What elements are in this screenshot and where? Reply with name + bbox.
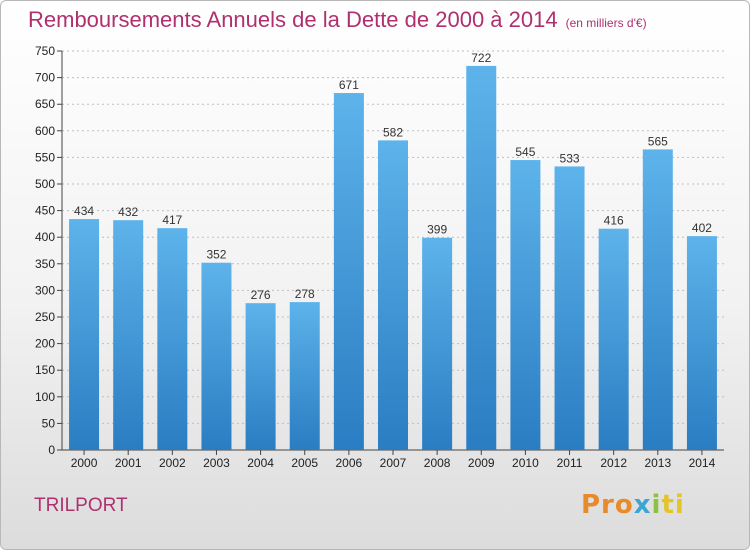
- y-tick-label: 150: [35, 363, 55, 377]
- x-tick-label-2014: 2014: [689, 456, 716, 470]
- bar-2002: [157, 228, 188, 450]
- x-tick-label-2013: 2013: [644, 456, 671, 470]
- chart-title-text: Remboursements Annuels de la Dette de 20…: [28, 7, 558, 32]
- x-tick-labels: 2000 2001 2002 2003 2004 2005 2006 2007 2008 2009…: [71, 456, 716, 470]
- y-tick-label: 750: [35, 44, 55, 58]
- y-tick-label: 50: [42, 416, 56, 430]
- data-labels: 434 432 417 352 276 278 671 582 399 722 545 533 416 5…: [74, 51, 712, 302]
- y-tick-label: 600: [35, 124, 55, 138]
- x-tick-label-2008: 2008: [424, 456, 451, 470]
- bar-2005: [289, 302, 320, 450]
- logo-part-4: ti: [661, 490, 685, 520]
- y-tick-label: 700: [35, 71, 55, 85]
- bar-2006: [333, 93, 364, 450]
- bar-2007: [378, 140, 408, 450]
- data-label-2000: 434: [74, 204, 94, 218]
- logo-part-3: i: [651, 490, 662, 520]
- data-label-2005: 278: [295, 287, 315, 301]
- y-tick-label: 550: [35, 150, 55, 164]
- data-label-2014: 402: [692, 221, 712, 235]
- bar-2008: [422, 237, 453, 450]
- city-name: TRILPORT: [34, 495, 128, 516]
- data-label-2006: 671: [339, 78, 359, 92]
- bar-2014: [686, 236, 717, 450]
- data-label-2011: 533: [560, 151, 580, 165]
- chart-title: Remboursements Annuels de la Dette de 20…: [28, 7, 647, 33]
- y-tick-label: 100: [35, 390, 55, 404]
- y-tick-label: 0: [48, 443, 55, 457]
- bar-2000: [69, 219, 100, 450]
- data-label-2004: 276: [251, 288, 271, 302]
- x-tick-label-2011: 2011: [557, 456, 583, 470]
- x-tick-label-2006: 2006: [336, 456, 363, 470]
- y-tick-label: 400: [35, 230, 55, 244]
- x-tick-label-2005: 2005: [291, 456, 318, 470]
- y-tick-label: 500: [35, 177, 55, 191]
- y-tick-label: 350: [35, 257, 55, 271]
- bar-2003: [201, 262, 232, 450]
- bar-2004: [245, 303, 276, 450]
- bar-2010: [510, 160, 541, 450]
- x-tick-label-2002: 2002: [159, 456, 186, 470]
- bars: [69, 65, 717, 451]
- data-label-2012: 416: [604, 214, 624, 228]
- chart-subtitle: (en milliers d'€): [565, 16, 647, 30]
- x-tick-label-2004: 2004: [247, 456, 274, 470]
- y-tick-labels: 0 50 100 150 200 250 300 350 400 450 500 550 600 650 7…: [35, 44, 55, 457]
- data-label-2010: 545: [515, 145, 535, 159]
- x-tick-label-2012: 2012: [600, 456, 627, 470]
- logo-part-1: Pro: [581, 490, 634, 520]
- bar-2009: [466, 65, 497, 451]
- x-tick-label-2000: 2000: [71, 456, 98, 470]
- y-tick-label: 300: [35, 283, 55, 297]
- data-label-2001: 432: [118, 205, 138, 219]
- bar-2012: [598, 228, 629, 450]
- proxiti-logo: Proxiti: [581, 490, 685, 520]
- bar-2001: [113, 220, 144, 450]
- data-label-2008: 399: [427, 223, 447, 237]
- y-tick-label: 200: [35, 337, 55, 351]
- data-label-2007: 582: [383, 125, 403, 139]
- y-tick-label: 250: [35, 310, 55, 324]
- x-tick-label-2009: 2009: [468, 456, 495, 470]
- bar-2011: [554, 166, 585, 450]
- data-label-2002: 417: [162, 213, 182, 227]
- data-label-2013: 565: [648, 134, 668, 148]
- x-tick-label-2003: 2003: [203, 456, 230, 470]
- x-tick-label-2010: 2010: [512, 456, 539, 470]
- x-tick-label-2007: 2007: [380, 456, 407, 470]
- x-tick-label-2001: 2001: [115, 456, 142, 470]
- logo-part-2: x: [633, 490, 652, 520]
- y-tick-label: 650: [35, 97, 55, 111]
- y-tick-label: 450: [35, 204, 55, 218]
- data-label-2009: 722: [471, 51, 491, 65]
- bar-2013: [642, 149, 673, 451]
- data-label-2003: 352: [206, 248, 226, 262]
